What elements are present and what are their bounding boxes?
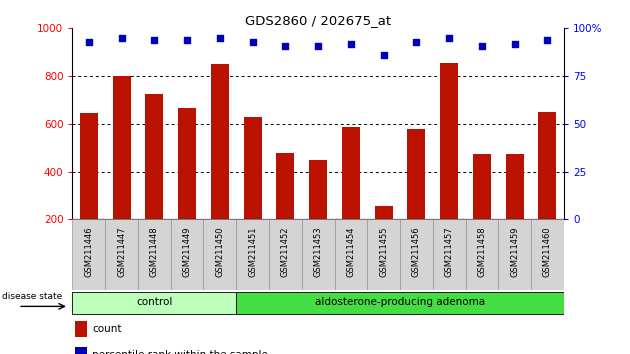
Bar <box>80 113 98 219</box>
Text: control: control <box>136 297 173 307</box>
Point <box>444 35 454 41</box>
Text: GSM211456: GSM211456 <box>412 226 421 277</box>
Bar <box>236 292 564 314</box>
Bar <box>506 154 524 219</box>
Bar <box>75 321 87 337</box>
Bar <box>473 154 491 219</box>
Bar <box>342 127 360 219</box>
Bar <box>269 219 302 290</box>
Bar <box>236 219 269 290</box>
Text: GSM211458: GSM211458 <box>478 226 486 277</box>
Bar <box>72 219 105 290</box>
Point <box>215 35 225 41</box>
Point <box>182 37 192 42</box>
Bar <box>302 219 335 290</box>
Bar <box>244 117 261 219</box>
Text: GSM211453: GSM211453 <box>314 226 323 277</box>
Point <box>149 37 159 42</box>
Point <box>510 41 520 46</box>
Text: GSM211447: GSM211447 <box>117 226 126 277</box>
Point <box>248 39 258 45</box>
Text: GSM211457: GSM211457 <box>445 226 454 277</box>
Bar <box>277 153 294 219</box>
Title: GDS2860 / 202675_at: GDS2860 / 202675_at <box>245 14 391 27</box>
Text: GSM211460: GSM211460 <box>543 226 552 277</box>
Bar <box>178 108 196 219</box>
Text: GSM211450: GSM211450 <box>215 226 224 276</box>
Point <box>313 43 323 48</box>
Bar <box>171 219 203 290</box>
Point <box>379 52 389 58</box>
Point <box>84 39 94 45</box>
Point <box>346 41 356 46</box>
Text: GSM211454: GSM211454 <box>346 226 355 276</box>
Text: GSM211451: GSM211451 <box>248 226 257 276</box>
Bar <box>440 63 458 219</box>
Text: GSM211446: GSM211446 <box>84 226 93 277</box>
Text: percentile rank within the sample: percentile rank within the sample <box>92 350 268 354</box>
Bar <box>146 94 163 219</box>
Bar <box>72 292 236 314</box>
Text: GSM211448: GSM211448 <box>150 226 159 277</box>
Bar <box>309 160 327 219</box>
Point <box>542 37 553 42</box>
Bar <box>75 347 87 354</box>
Bar <box>203 219 236 290</box>
Bar <box>375 206 392 219</box>
Bar <box>113 76 130 219</box>
Bar <box>539 112 556 219</box>
Text: GSM211455: GSM211455 <box>379 226 388 276</box>
Text: count: count <box>92 324 122 335</box>
Bar <box>433 219 466 290</box>
Point <box>117 35 127 41</box>
Point <box>280 43 290 48</box>
Text: GSM211452: GSM211452 <box>281 226 290 276</box>
Bar <box>466 219 498 290</box>
Bar <box>367 219 400 290</box>
Text: aldosterone-producing adenoma: aldosterone-producing adenoma <box>315 297 485 307</box>
Bar <box>400 219 433 290</box>
Bar <box>335 219 367 290</box>
Point <box>477 43 487 48</box>
Text: GSM211449: GSM211449 <box>183 226 192 276</box>
Text: disease state: disease state <box>3 292 63 301</box>
Bar <box>408 129 425 219</box>
Text: GSM211459: GSM211459 <box>510 226 519 276</box>
Point <box>411 39 421 45</box>
Bar <box>138 219 171 290</box>
Bar <box>498 219 531 290</box>
Bar <box>211 64 229 219</box>
Bar <box>105 219 138 290</box>
Bar <box>531 219 564 290</box>
